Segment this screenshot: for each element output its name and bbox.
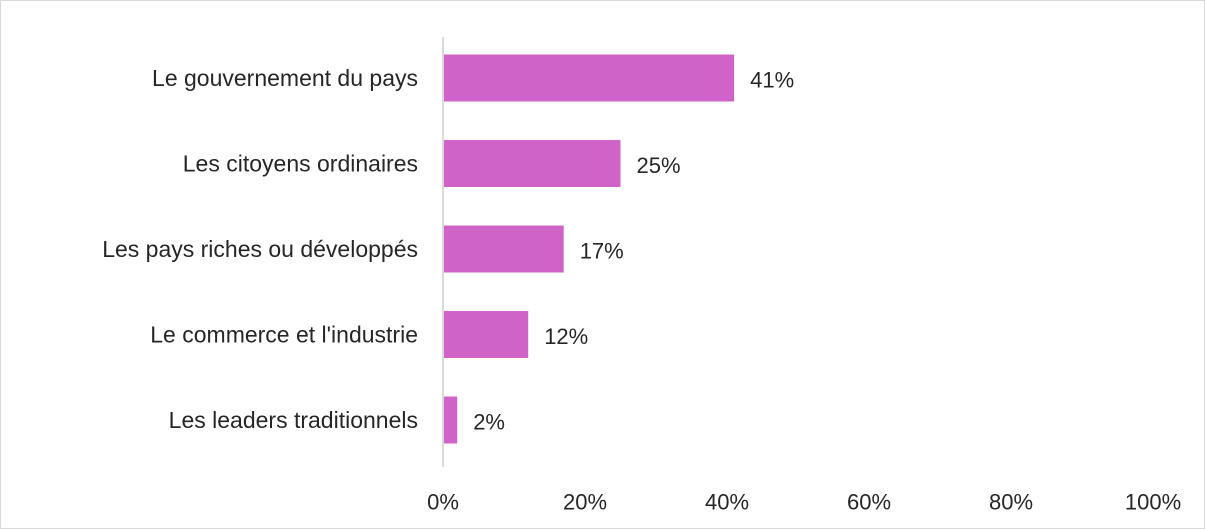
bar-les-citoyens-ordinaires <box>444 140 621 187</box>
bars-layer <box>444 54 735 444</box>
value-label-le-commerce-et-l-industrie: 12% <box>544 324 588 349</box>
x-tick-label-80: 80% <box>989 490 1033 515</box>
value-label-le-gouvernement-du-pays: 41% <box>750 68 794 93</box>
category-label-les-leaders-traditionnels: Les leaders traditionnels <box>169 407 418 433</box>
x-tick-labels: 0% 20% 40% 60% 80% 100% <box>427 490 1181 515</box>
category-label-les-pays-riches-ou-developpes: Les pays riches ou développés <box>102 236 418 262</box>
category-label-le-commerce-et-l-industrie: Le commerce et l'industrie <box>150 322 418 348</box>
value-labels: 41% 25% 17% 12% 2% <box>473 68 794 435</box>
value-label-les-pays-riches-ou-developpes: 17% <box>580 239 624 264</box>
category-label-les-citoyens-ordinaires: Les citoyens ordinaires <box>183 151 418 177</box>
bar-le-gouvernement-du-pays <box>444 54 735 102</box>
x-tick-label-0: 0% <box>427 490 459 515</box>
bar-les-leaders-traditionnels <box>444 396 458 444</box>
value-label-les-leaders-traditionnels: 2% <box>473 410 505 435</box>
bar-le-commerce-et-l-industrie <box>444 311 529 358</box>
x-tick-label-100: 100% <box>1125 490 1181 515</box>
x-tick-label-60: 60% <box>847 490 891 515</box>
category-labels: Le gouvernement du pays Les citoyens ordi… <box>102 65 418 433</box>
category-label-le-gouvernement-du-pays: Le gouvernement du pays <box>152 65 418 91</box>
bar-les-pays-riches-ou-developpes <box>444 225 564 273</box>
value-label-les-citoyens-ordinaires: 25% <box>637 153 681 178</box>
x-tick-label-20: 20% <box>563 490 607 515</box>
x-tick-label-40: 40% <box>705 490 749 515</box>
